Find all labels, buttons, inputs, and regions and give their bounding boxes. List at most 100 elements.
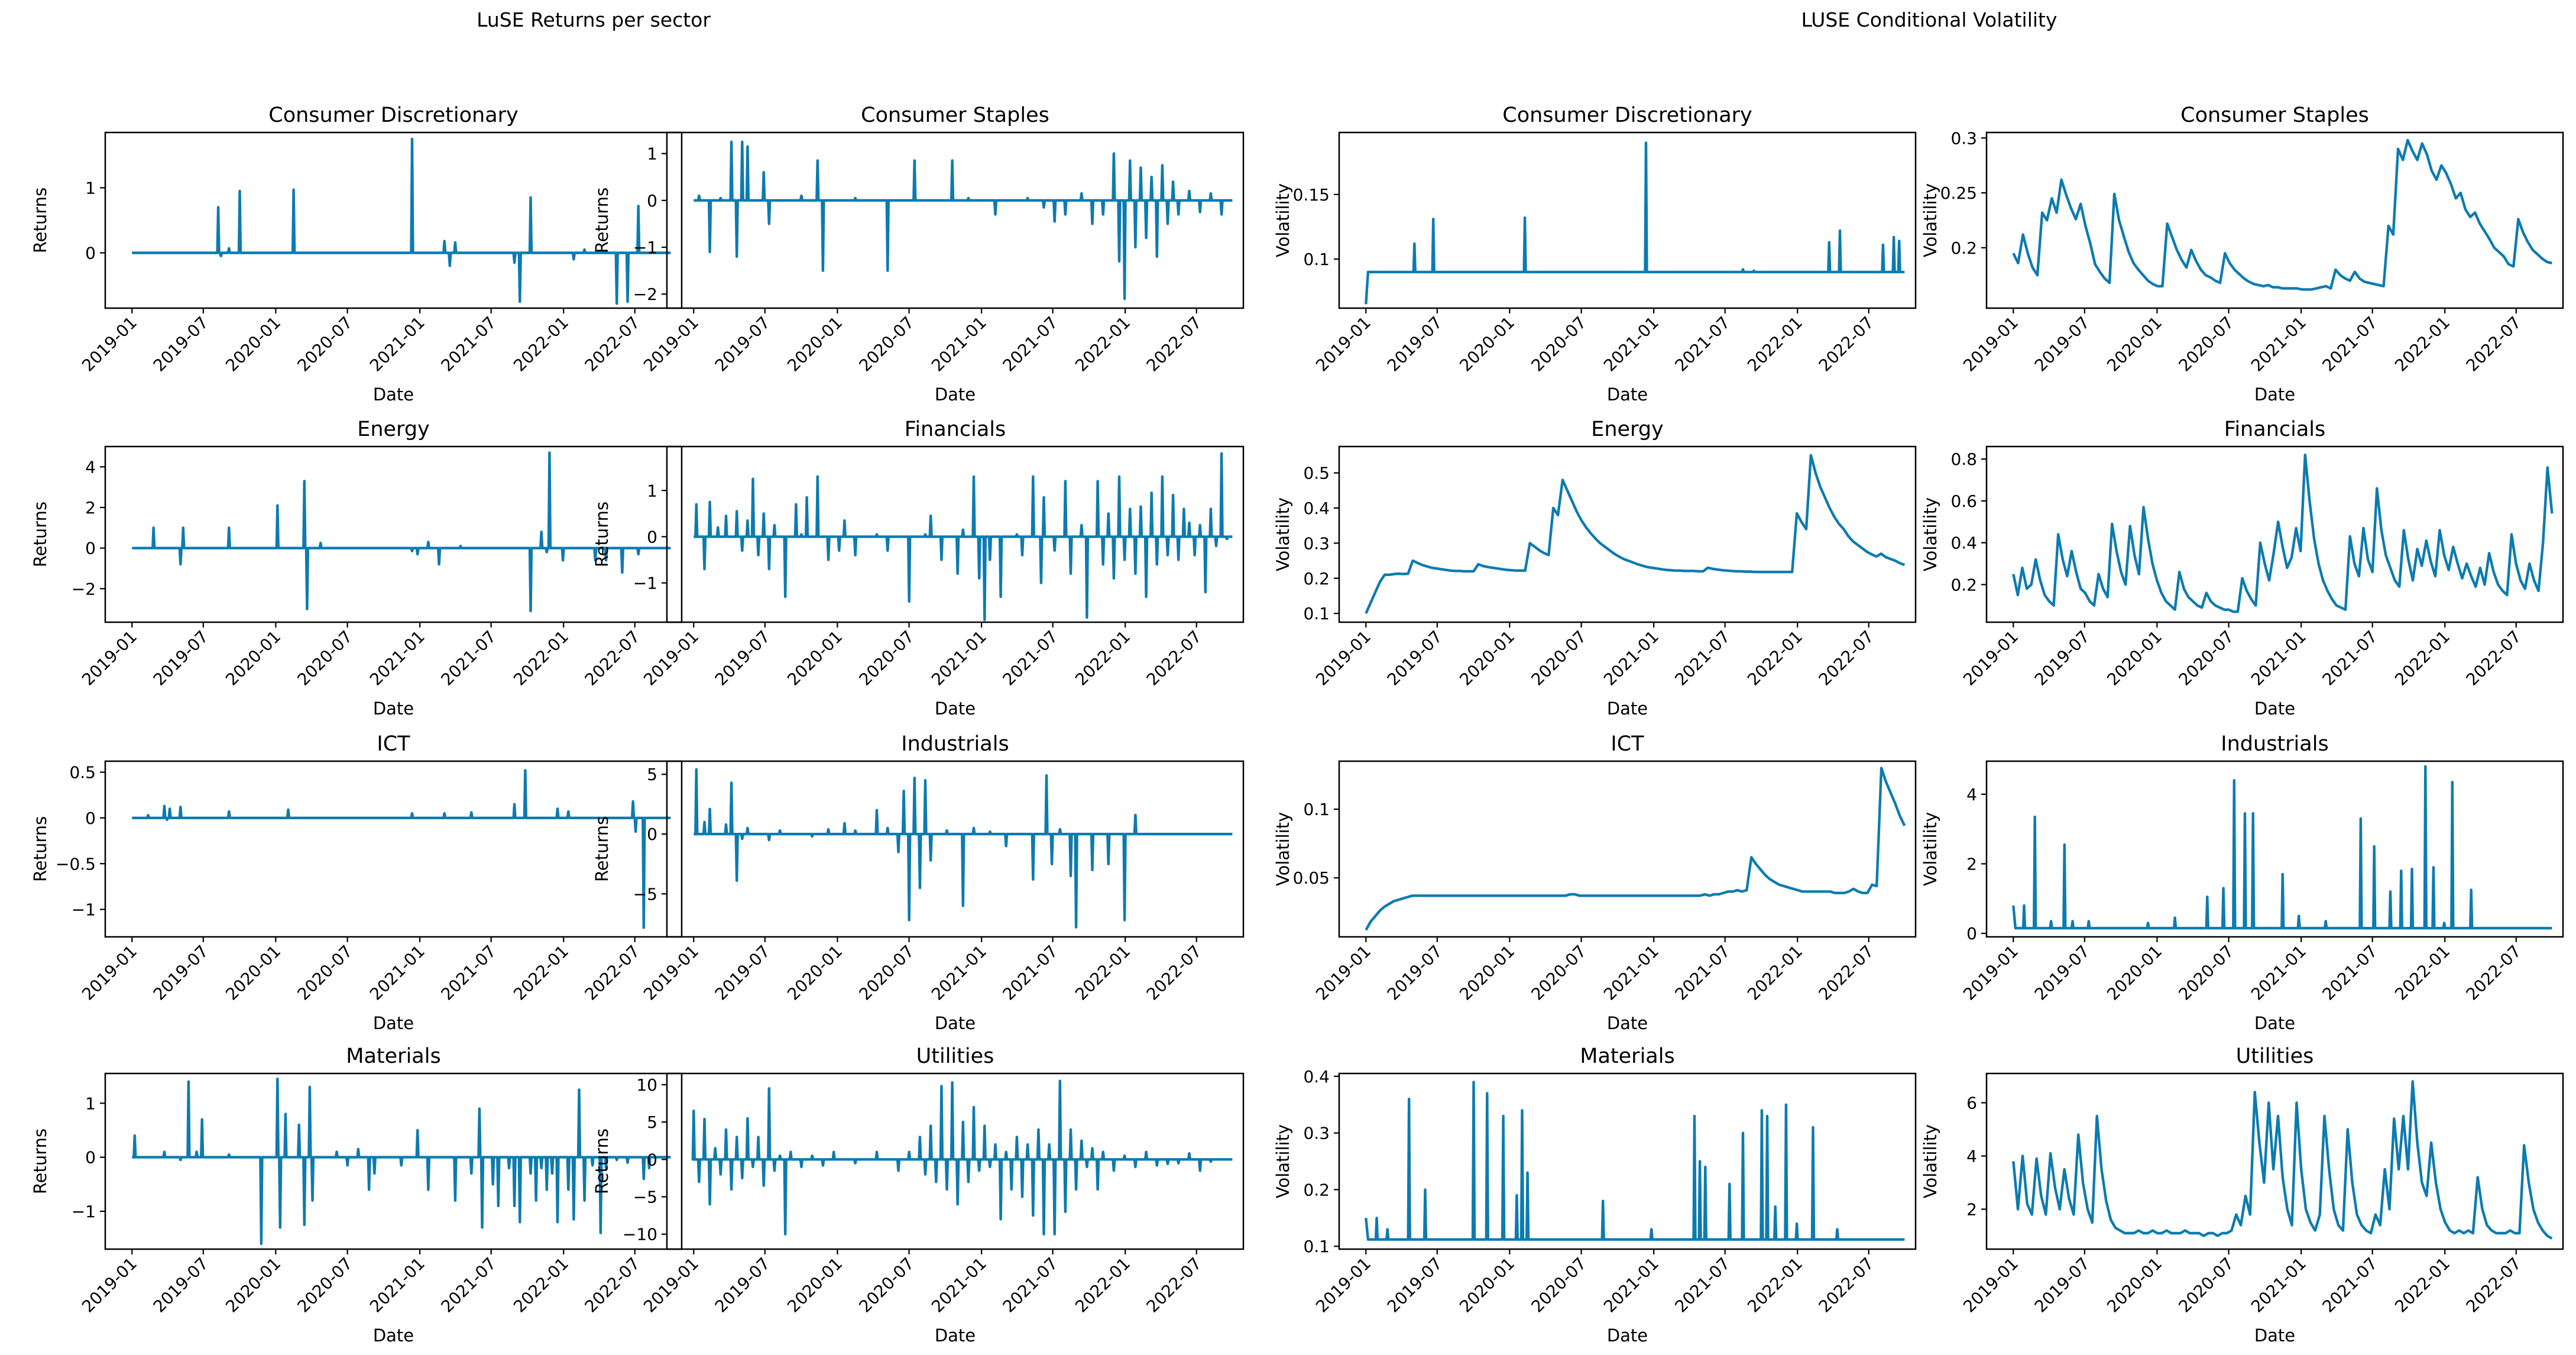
y-tick-label: 0.25 (1940, 183, 1977, 203)
series-line-volatility-financials (2012, 453, 2554, 613)
x-axis-label: Date (935, 384, 976, 405)
right-figure-title: LUSE Conditional Volatility (1801, 8, 2057, 31)
axes-frame (1338, 1072, 1917, 1250)
y-tick-label: 0.1 (1303, 604, 1330, 623)
subplot-title: Utilities (916, 1044, 994, 1068)
y-axis-label: Volatility (1920, 812, 1940, 886)
y-axis-label: Returns (592, 1128, 612, 1194)
y-tick-label: 5 (647, 1113, 657, 1132)
y-tick-label: −1 (72, 900, 96, 920)
series-line-volatility-consumer-staples (2012, 138, 2552, 291)
y-tick-label: 0 (647, 824, 657, 844)
y-axis-label: Returns (30, 187, 50, 253)
y-tick-label: −0.5 (56, 854, 96, 874)
y-tick-label: 4 (1966, 785, 1977, 804)
x-axis-label: Date (2254, 698, 2295, 719)
subplot-title: Consumer Discretionary (1502, 104, 1752, 127)
series-line-returns-financials (694, 452, 1233, 622)
axes-frame (1338, 445, 1917, 623)
y-tick-label: 0.2 (1303, 1180, 1330, 1199)
y-tick-label: 0.4 (1303, 1067, 1330, 1086)
y-tick-label: −2 (72, 579, 96, 599)
subplot-title: Energy (1591, 418, 1664, 441)
x-axis-label: Date (1607, 1013, 1648, 1033)
x-axis-label: Date (2254, 384, 2295, 405)
y-axis-label: Volatility (1920, 183, 1940, 257)
subplot-title: Energy (357, 418, 430, 441)
x-axis-label: Date (1607, 1325, 1648, 1346)
subplot-title: Materials (346, 1044, 440, 1068)
x-axis-label: Date (373, 698, 414, 719)
series-line-volatility-industrials (2012, 765, 2552, 930)
series-line-returns-energy (132, 451, 671, 613)
axes-frame (1338, 131, 1917, 309)
y-axis-label: Volatility (1273, 183, 1293, 257)
y-tick-label: 0.5 (1303, 464, 1330, 483)
y-tick-label: 0 (85, 809, 96, 828)
axes-frame (666, 131, 1245, 309)
x-axis-label: Date (935, 1013, 976, 1033)
y-axis-label: Returns (30, 816, 50, 882)
y-tick-label: 0 (647, 1150, 657, 1169)
y-tick-label: 2 (85, 498, 96, 518)
x-axis-label: Date (1607, 698, 1648, 719)
axes-frame (1985, 1072, 2564, 1250)
y-tick-label: 1 (647, 481, 657, 500)
y-axis-label: Volatility (1273, 1124, 1293, 1198)
subplot-title: Financials (905, 418, 1006, 441)
y-tick-label: −1 (72, 1202, 96, 1221)
y-tick-label: 0.3 (1950, 128, 1977, 148)
y-tick-label: 0.3 (1303, 533, 1330, 553)
subplot-title: Consumer Staples (861, 104, 1049, 127)
x-axis-label: Date (373, 1325, 414, 1346)
series-line-volatility-energy (1365, 454, 1906, 615)
subplot-title: Financials (2224, 418, 2326, 441)
y-tick-label: 0.1 (1303, 800, 1330, 819)
y-tick-label: 1 (85, 179, 96, 198)
y-axis-label: Returns (30, 1128, 50, 1194)
y-tick-label: −5 (633, 1188, 657, 1207)
y-tick-label: 0.1 (1303, 250, 1330, 269)
y-tick-label: 0.15 (1293, 185, 1330, 205)
y-axis-label: Returns (592, 187, 612, 253)
axes-frame (1985, 760, 2564, 938)
x-axis-label: Date (373, 384, 414, 405)
series-line-returns-consumer-discretionary (132, 137, 671, 305)
y-tick-label: 0.3 (1303, 1124, 1330, 1143)
axes-frame (666, 445, 1245, 623)
series-line-returns-utilities (691, 1079, 1233, 1236)
y-tick-label: 0.8 (1950, 449, 1977, 469)
series-line-volatility-ict (1365, 767, 1906, 931)
series-line-returns-ict (132, 769, 671, 929)
y-tick-label: 10 (636, 1075, 657, 1095)
y-axis-label: Volatility (1273, 812, 1293, 886)
subplot-title: Industrials (901, 732, 1009, 756)
axes-frame (1985, 445, 2564, 623)
y-axis-label: Returns (30, 502, 50, 567)
y-tick-label: 0 (1966, 924, 1977, 943)
y-tick-label: −5 (633, 884, 657, 904)
axes-frame (666, 1072, 1245, 1250)
axes-frame (104, 131, 683, 309)
y-axis-label: Volatility (1273, 497, 1293, 571)
axes-frame (1985, 131, 2564, 309)
y-axis-label: Volatility (1920, 1124, 1940, 1198)
y-tick-label: 2 (1966, 1200, 1977, 1220)
y-tick-label: 6 (1966, 1094, 1977, 1113)
y-tick-label: 0 (85, 1148, 96, 1168)
y-tick-label: 4 (1966, 1147, 1977, 1166)
x-axis-label: Date (2254, 1325, 2295, 1346)
subplot-title: Industrials (2221, 732, 2328, 756)
y-tick-label: −2 (633, 284, 657, 304)
y-tick-label: 2 (1966, 854, 1977, 874)
y-tick-label: 0 (85, 539, 96, 558)
subplot-title: Materials (1580, 1044, 1674, 1068)
subplot-title: Consumer Discretionary (268, 104, 519, 127)
x-axis-label: Date (2254, 1013, 2295, 1033)
y-tick-label: −1 (633, 574, 657, 593)
y-tick-label: 0.2 (1950, 575, 1977, 594)
y-tick-label: 1 (647, 144, 657, 164)
y-axis-label: Returns (592, 816, 612, 882)
